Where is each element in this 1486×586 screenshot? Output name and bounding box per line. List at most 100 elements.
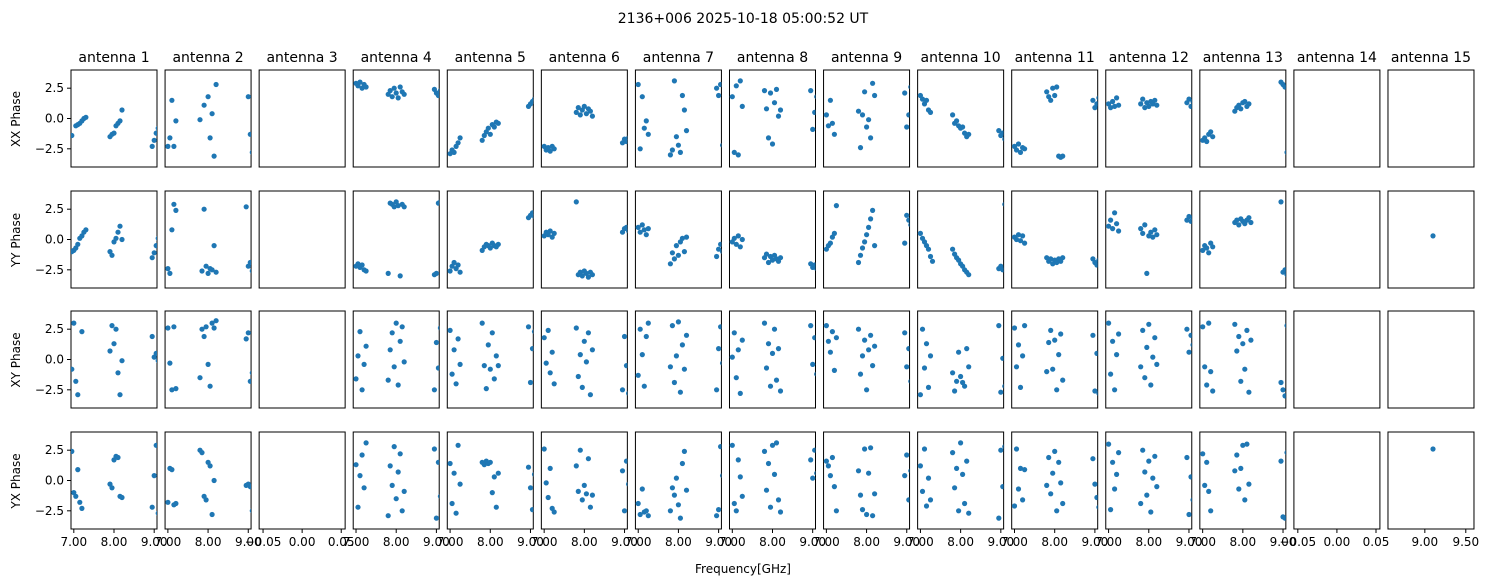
data-point: [357, 329, 363, 335]
x-tick-label: 9.00: [235, 535, 262, 549]
data-point: [1110, 226, 1116, 232]
data-point: [1284, 450, 1286, 455]
scatter-series: [635, 444, 722, 521]
data-point: [1011, 503, 1018, 509]
data-point: [115, 454, 121, 461]
data-point: [391, 204, 397, 210]
data-point: [213, 269, 219, 275]
scatter-series: [71, 223, 157, 261]
data-point: [361, 361, 367, 367]
x-tick-label: 7.00: [531, 535, 558, 549]
plot-frame: [917, 69, 1005, 168]
data-point: [485, 342, 491, 348]
scatter-series: [1200, 79, 1286, 155]
data-point: [623, 224, 628, 230]
data-point: [1204, 382, 1210, 388]
data-point: [722, 237, 727, 242]
data-point: [675, 319, 682, 325]
data-point: [1022, 467, 1028, 473]
data-point: [1017, 149, 1024, 155]
data-point: [1013, 236, 1020, 243]
data-point: [207, 463, 213, 469]
subplot-title: antenna 15: [1391, 50, 1471, 66]
data-point: [587, 392, 594, 398]
data-point: [1248, 337, 1254, 343]
data-point: [1244, 327, 1250, 333]
data-point: [573, 463, 579, 469]
data-point: [440, 355, 445, 360]
data-point: [457, 135, 463, 141]
x-tick-label: 8.00: [1135, 535, 1162, 549]
data-point: [818, 261, 823, 266]
scatter-series: [823, 80, 910, 151]
subplot-panel: [352, 69, 440, 168]
data-point: [954, 118, 960, 124]
subplot-panel: 7.00 8.00 9.00: [343, 431, 450, 549]
data-point: [623, 458, 628, 464]
data-point: [1004, 205, 1009, 210]
data-point: [1184, 326, 1190, 332]
data-point: [910, 205, 915, 210]
data-point: [902, 90, 908, 96]
data-point: [447, 268, 453, 274]
data-point: [1232, 468, 1238, 474]
data-point: [579, 384, 585, 390]
data-point: [437, 199, 440, 205]
data-point: [855, 326, 862, 332]
data-point: [1114, 221, 1120, 227]
data-point: [447, 460, 453, 467]
data-point: [1004, 362, 1009, 367]
data-point: [718, 444, 722, 450]
data-point: [812, 447, 816, 453]
scatter-series: [71, 442, 157, 516]
x-tick-label: 9.50: [1452, 535, 1479, 549]
plot-frame: [1105, 69, 1193, 168]
data-point: [119, 494, 125, 501]
data-point: [1146, 103, 1152, 109]
scatter-series: [1200, 320, 1286, 399]
data-point: [1186, 213, 1192, 220]
data-point: [1022, 146, 1028, 152]
plot-frame: [164, 69, 252, 168]
data-point: [857, 145, 864, 151]
data-point: [827, 473, 834, 479]
data-point: [243, 336, 249, 342]
data-point: [1236, 486, 1242, 492]
x-tick-label: 9.00: [423, 535, 450, 549]
data-point: [160, 321, 165, 326]
data-point: [1054, 508, 1060, 514]
data-point: [810, 475, 816, 481]
plot-frame: [446, 69, 534, 168]
data-point: [119, 236, 125, 243]
data-point: [205, 270, 211, 276]
data-point: [966, 364, 972, 370]
data-point: [714, 85, 720, 91]
scatter-series: [917, 440, 1004, 521]
data-point: [720, 142, 722, 148]
x-tick-label: 8.00: [947, 535, 974, 549]
subplot-panel: [1105, 310, 1193, 409]
x-tick-label: 7.00: [1189, 535, 1216, 549]
data-point: [173, 118, 179, 124]
data-point: [1094, 494, 1098, 501]
data-point: [585, 456, 592, 462]
data-point: [1202, 364, 1208, 370]
data-point: [203, 497, 209, 503]
data-point: [451, 259, 457, 266]
data-point: [201, 333, 207, 340]
data-point: [823, 112, 830, 118]
subplot-panel: 7.00 8.00 9.00: [155, 431, 262, 549]
data-point: [775, 113, 782, 119]
data-point: [541, 335, 547, 341]
data-point: [904, 364, 910, 370]
data-point: [870, 363, 876, 369]
data-point: [643, 232, 649, 238]
data-point: [491, 124, 497, 130]
data-point: [359, 452, 365, 458]
data-point: [735, 233, 741, 239]
y-tick-label: 2.5: [45, 81, 64, 95]
data-point: [1234, 217, 1240, 223]
data-point: [1048, 256, 1054, 262]
data-point: [1114, 95, 1120, 101]
subplot-panel: [1199, 190, 1287, 289]
